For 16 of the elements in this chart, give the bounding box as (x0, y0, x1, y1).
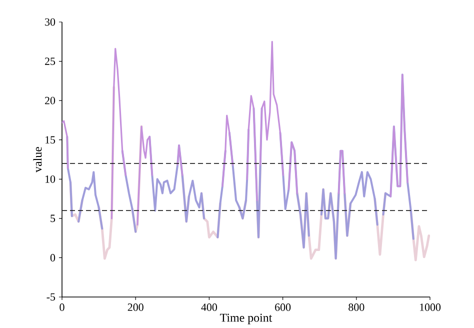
x-tick-label: 1000 (420, 304, 441, 312)
y-tick-label: 5 (50, 215, 56, 222)
x-tick-label: 600 (275, 304, 291, 312)
y-tick-label: 10 (45, 176, 56, 184)
x-tick-label: 800 (348, 304, 364, 312)
y-tick-label: 0 (50, 254, 56, 262)
x-tick-label: 200 (128, 304, 144, 312)
y-tick-label: 25 (45, 58, 56, 66)
y-tick-label: 30 (45, 18, 56, 26)
y-tick-label: 20 (45, 97, 56, 105)
y-tick-label: 15 (45, 136, 56, 144)
x-tick-label: 400 (201, 304, 218, 312)
x-axis-title: Time point (220, 314, 272, 324)
y-axis-title: value (33, 147, 42, 173)
x-tick-label: 0 (60, 304, 64, 312)
y-tick-label: -5 (46, 294, 56, 301)
